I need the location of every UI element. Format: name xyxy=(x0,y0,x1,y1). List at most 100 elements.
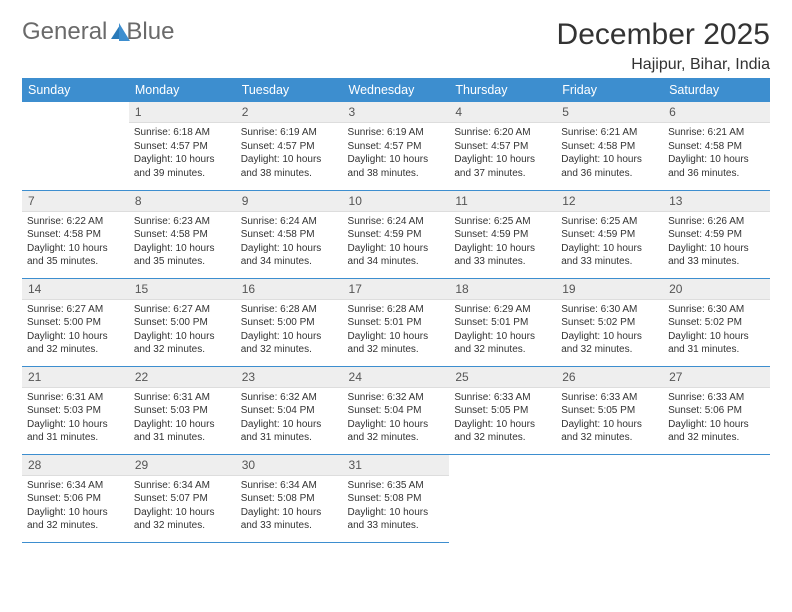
day-number: 16 xyxy=(236,279,343,300)
day-info: Sunrise: 6:33 AMSunset: 5:06 PMDaylight:… xyxy=(663,388,770,447)
day-number: 10 xyxy=(343,191,450,212)
day-number: 15 xyxy=(129,279,236,300)
day-number: 21 xyxy=(22,367,129,388)
day-info: Sunrise: 6:30 AMSunset: 5:02 PMDaylight:… xyxy=(663,300,770,359)
weekday-header: Saturday xyxy=(663,78,770,102)
calendar-cell: 17Sunrise: 6:28 AMSunset: 5:01 PMDayligh… xyxy=(343,278,450,366)
calendar-cell: 23Sunrise: 6:32 AMSunset: 5:04 PMDayligh… xyxy=(236,366,343,454)
day-info: Sunrise: 6:31 AMSunset: 5:03 PMDaylight:… xyxy=(22,388,129,447)
day-number: 29 xyxy=(129,455,236,476)
calendar-cell: 10Sunrise: 6:24 AMSunset: 4:59 PMDayligh… xyxy=(343,190,450,278)
day-info: Sunrise: 6:32 AMSunset: 5:04 PMDaylight:… xyxy=(236,388,343,447)
day-number: 23 xyxy=(236,367,343,388)
day-info: Sunrise: 6:20 AMSunset: 4:57 PMDaylight:… xyxy=(449,123,556,182)
day-number: 31 xyxy=(343,455,450,476)
day-info: Sunrise: 6:24 AMSunset: 4:58 PMDaylight:… xyxy=(236,212,343,271)
day-info: Sunrise: 6:31 AMSunset: 5:03 PMDaylight:… xyxy=(129,388,236,447)
day-info: Sunrise: 6:35 AMSunset: 5:08 PMDaylight:… xyxy=(343,476,450,535)
weekday-header: Sunday xyxy=(22,78,129,102)
calendar-cell xyxy=(22,102,129,190)
calendar-cell: 13Sunrise: 6:26 AMSunset: 4:59 PMDayligh… xyxy=(663,190,770,278)
calendar-cell: 31Sunrise: 6:35 AMSunset: 5:08 PMDayligh… xyxy=(343,454,450,542)
day-info: Sunrise: 6:33 AMSunset: 5:05 PMDaylight:… xyxy=(556,388,663,447)
day-number: 7 xyxy=(22,191,129,212)
day-info: Sunrise: 6:33 AMSunset: 5:05 PMDaylight:… xyxy=(449,388,556,447)
calendar-cell: 28Sunrise: 6:34 AMSunset: 5:06 PMDayligh… xyxy=(22,454,129,542)
calendar-cell: 4Sunrise: 6:20 AMSunset: 4:57 PMDaylight… xyxy=(449,102,556,190)
weekday-header: Wednesday xyxy=(343,78,450,102)
day-info: Sunrise: 6:34 AMSunset: 5:08 PMDaylight:… xyxy=(236,476,343,535)
day-info: Sunrise: 6:34 AMSunset: 5:07 PMDaylight:… xyxy=(129,476,236,535)
weekday-header: Friday xyxy=(556,78,663,102)
calendar-cell: 11Sunrise: 6:25 AMSunset: 4:59 PMDayligh… xyxy=(449,190,556,278)
day-info: Sunrise: 6:25 AMSunset: 4:59 PMDaylight:… xyxy=(449,212,556,271)
calendar-cell: 5Sunrise: 6:21 AMSunset: 4:58 PMDaylight… xyxy=(556,102,663,190)
day-number: 8 xyxy=(129,191,236,212)
calendar-cell: 12Sunrise: 6:25 AMSunset: 4:59 PMDayligh… xyxy=(556,190,663,278)
calendar-cell: 24Sunrise: 6:32 AMSunset: 5:04 PMDayligh… xyxy=(343,366,450,454)
calendar-cell: 2Sunrise: 6:19 AMSunset: 4:57 PMDaylight… xyxy=(236,102,343,190)
day-info: Sunrise: 6:30 AMSunset: 5:02 PMDaylight:… xyxy=(556,300,663,359)
day-number: 19 xyxy=(556,279,663,300)
day-number: 24 xyxy=(343,367,450,388)
day-number: 5 xyxy=(556,102,663,123)
logo-text-1: General xyxy=(22,18,107,46)
calendar-cell xyxy=(449,454,556,542)
calendar-cell: 20Sunrise: 6:30 AMSunset: 5:02 PMDayligh… xyxy=(663,278,770,366)
day-info: Sunrise: 6:29 AMSunset: 5:01 PMDaylight:… xyxy=(449,300,556,359)
calendar-cell: 19Sunrise: 6:30 AMSunset: 5:02 PMDayligh… xyxy=(556,278,663,366)
calendar-cell: 6Sunrise: 6:21 AMSunset: 4:58 PMDaylight… xyxy=(663,102,770,190)
day-number: 6 xyxy=(663,102,770,123)
calendar-cell: 3Sunrise: 6:19 AMSunset: 4:57 PMDaylight… xyxy=(343,102,450,190)
day-info: Sunrise: 6:27 AMSunset: 5:00 PMDaylight:… xyxy=(129,300,236,359)
day-number: 14 xyxy=(22,279,129,300)
calendar-cell: 21Sunrise: 6:31 AMSunset: 5:03 PMDayligh… xyxy=(22,366,129,454)
day-info: Sunrise: 6:26 AMSunset: 4:59 PMDaylight:… xyxy=(663,212,770,271)
day-number: 20 xyxy=(663,279,770,300)
day-number: 13 xyxy=(663,191,770,212)
calendar-cell: 18Sunrise: 6:29 AMSunset: 5:01 PMDayligh… xyxy=(449,278,556,366)
calendar-cell xyxy=(663,454,770,542)
calendar-cell: 14Sunrise: 6:27 AMSunset: 5:00 PMDayligh… xyxy=(22,278,129,366)
day-info: Sunrise: 6:34 AMSunset: 5:06 PMDaylight:… xyxy=(22,476,129,535)
calendar-cell: 26Sunrise: 6:33 AMSunset: 5:05 PMDayligh… xyxy=(556,366,663,454)
day-info: Sunrise: 6:32 AMSunset: 5:04 PMDaylight:… xyxy=(343,388,450,447)
day-number: 25 xyxy=(449,367,556,388)
day-info: Sunrise: 6:28 AMSunset: 5:01 PMDaylight:… xyxy=(343,300,450,359)
day-number: 18 xyxy=(449,279,556,300)
weekday-header: Thursday xyxy=(449,78,556,102)
day-number: 27 xyxy=(663,367,770,388)
day-info: Sunrise: 6:19 AMSunset: 4:57 PMDaylight:… xyxy=(236,123,343,182)
day-info: Sunrise: 6:22 AMSunset: 4:58 PMDaylight:… xyxy=(22,212,129,271)
day-number: 11 xyxy=(449,191,556,212)
calendar-cell: 29Sunrise: 6:34 AMSunset: 5:07 PMDayligh… xyxy=(129,454,236,542)
day-info: Sunrise: 6:18 AMSunset: 4:57 PMDaylight:… xyxy=(129,123,236,182)
calendar-cell: 16Sunrise: 6:28 AMSunset: 5:00 PMDayligh… xyxy=(236,278,343,366)
day-number: 22 xyxy=(129,367,236,388)
day-info: Sunrise: 6:25 AMSunset: 4:59 PMDaylight:… xyxy=(556,212,663,271)
day-number: 30 xyxy=(236,455,343,476)
day-number: 3 xyxy=(343,102,450,123)
calendar-cell: 22Sunrise: 6:31 AMSunset: 5:03 PMDayligh… xyxy=(129,366,236,454)
month-title: December 2025 xyxy=(557,18,770,52)
logo-text-2: Blue xyxy=(126,18,174,46)
calendar-cell xyxy=(556,454,663,542)
calendar-cell: 7Sunrise: 6:22 AMSunset: 4:58 PMDaylight… xyxy=(22,190,129,278)
calendar-cell: 25Sunrise: 6:33 AMSunset: 5:05 PMDayligh… xyxy=(449,366,556,454)
calendar-cell: 15Sunrise: 6:27 AMSunset: 5:00 PMDayligh… xyxy=(129,278,236,366)
weekday-header: Monday xyxy=(129,78,236,102)
day-number: 12 xyxy=(556,191,663,212)
calendar-cell: 8Sunrise: 6:23 AMSunset: 4:58 PMDaylight… xyxy=(129,190,236,278)
day-number: 17 xyxy=(343,279,450,300)
calendar-cell: 9Sunrise: 6:24 AMSunset: 4:58 PMDaylight… xyxy=(236,190,343,278)
day-number: 2 xyxy=(236,102,343,123)
day-info: Sunrise: 6:24 AMSunset: 4:59 PMDaylight:… xyxy=(343,212,450,271)
day-number: 4 xyxy=(449,102,556,123)
day-info: Sunrise: 6:27 AMSunset: 5:00 PMDaylight:… xyxy=(22,300,129,359)
day-info: Sunrise: 6:21 AMSunset: 4:58 PMDaylight:… xyxy=(556,123,663,182)
day-info: Sunrise: 6:21 AMSunset: 4:58 PMDaylight:… xyxy=(663,123,770,182)
calendar-cell: 1Sunrise: 6:18 AMSunset: 4:57 PMDaylight… xyxy=(129,102,236,190)
day-number: 26 xyxy=(556,367,663,388)
calendar-table: SundayMondayTuesdayWednesdayThursdayFrid… xyxy=(22,78,770,543)
calendar-cell: 27Sunrise: 6:33 AMSunset: 5:06 PMDayligh… xyxy=(663,366,770,454)
